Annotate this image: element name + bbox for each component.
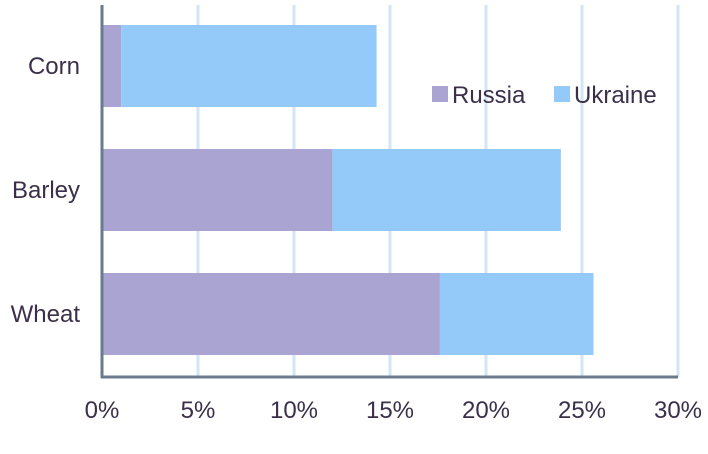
legend-swatch-russia: [432, 86, 448, 102]
x-tick-label: 20%: [462, 397, 510, 424]
x-tick-label: 25%: [558, 397, 606, 424]
bar-ukraine-barley: [332, 149, 561, 231]
category-labels: Corn Barley Wheat: [11, 53, 81, 328]
bar-ukraine-corn: [121, 25, 377, 107]
legend: Russia Ukraine: [432, 82, 657, 109]
legend-label-russia: Russia: [452, 82, 526, 109]
tick-labels: 0% 5% 10% 15% 20% 25% 30%: [85, 397, 702, 424]
category-label-wheat: Wheat: [11, 301, 81, 328]
category-label-barley: Barley: [12, 177, 80, 204]
x-tick-label: 0%: [85, 397, 120, 424]
legend-swatch-ukraine: [554, 86, 570, 102]
x-tick-label: 30%: [654, 397, 702, 424]
legend-label-ukraine: Ukraine: [574, 82, 657, 109]
bar-russia-wheat: [102, 273, 440, 355]
x-tick-label: 10%: [270, 397, 318, 424]
bars: [102, 25, 594, 355]
bar-russia-barley: [102, 149, 333, 231]
x-tick-label: 15%: [366, 397, 414, 424]
axes: [100, 5, 678, 379]
bar-russia-corn: [102, 25, 122, 107]
category-label-corn: Corn: [28, 53, 80, 80]
bar-ukraine-wheat: [439, 273, 594, 355]
x-tick-label: 5%: [181, 397, 216, 424]
